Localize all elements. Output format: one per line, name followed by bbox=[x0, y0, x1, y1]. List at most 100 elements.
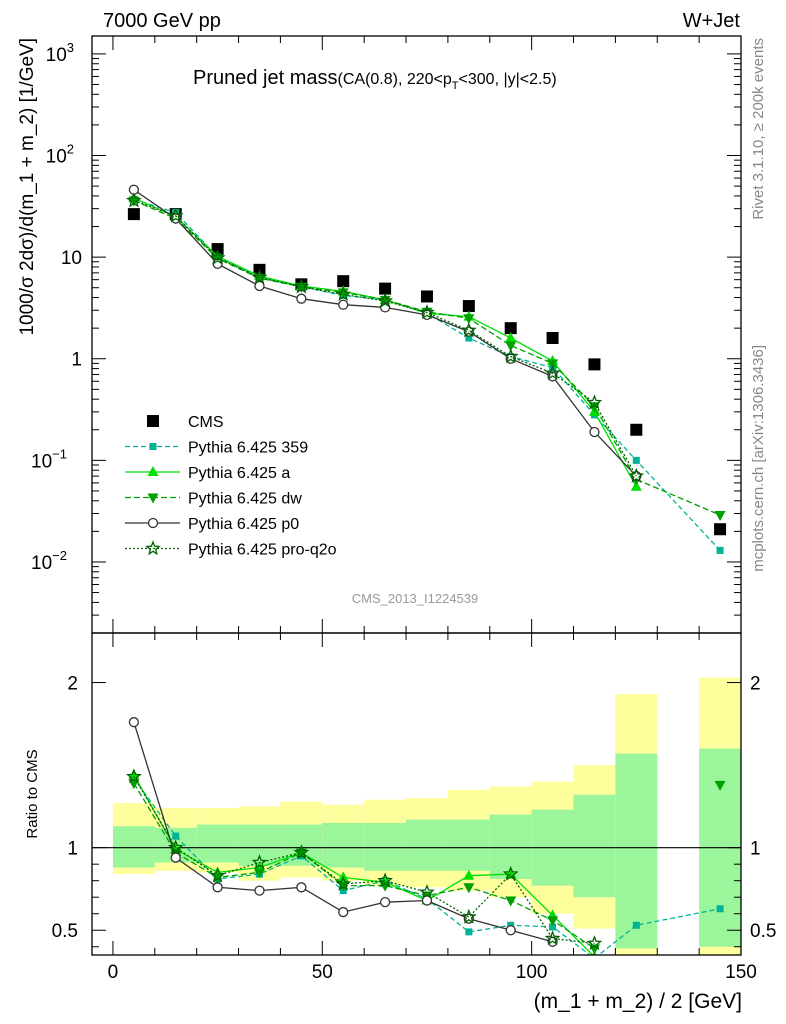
data-point bbox=[505, 341, 517, 352]
series-pythia-6-425-p0 bbox=[128, 184, 642, 482]
data-point bbox=[462, 300, 475, 313]
legend-marker bbox=[147, 493, 159, 504]
ratio-point bbox=[544, 930, 561, 946]
ratio-point bbox=[293, 844, 310, 860]
data-point bbox=[504, 322, 517, 335]
ratio-point bbox=[167, 839, 184, 855]
data-point bbox=[420, 290, 433, 303]
data-point bbox=[502, 348, 519, 364]
legend-marker bbox=[147, 466, 159, 476]
y-tick-label: 103 bbox=[46, 40, 74, 66]
x-tick-label: 0 bbox=[108, 962, 119, 983]
ratio-point bbox=[505, 896, 517, 907]
legend-marker bbox=[149, 443, 157, 450]
ratio-point bbox=[338, 906, 349, 918]
ratio-point bbox=[502, 865, 519, 881]
ratio-point bbox=[172, 832, 180, 840]
data-point bbox=[128, 196, 140, 207]
ratio-y-tick-label: 0.5 bbox=[52, 921, 78, 942]
legend-label: CMS bbox=[188, 414, 224, 431]
uncertainty-band-inner bbox=[196, 824, 239, 863]
ratio-point bbox=[714, 780, 726, 791]
data-point bbox=[254, 280, 265, 292]
process-label: W+Jet bbox=[683, 10, 741, 32]
ratio-point bbox=[549, 923, 557, 931]
data-point bbox=[546, 331, 559, 344]
plot-title-sub-T: T bbox=[452, 80, 459, 92]
main-plot-panel: 10−2 10−1 1 10 102 103 bbox=[31, 35, 742, 634]
ratio-ylabel: Ratio to CMS bbox=[24, 749, 41, 838]
energy-label: 7000 GeV pp bbox=[103, 10, 221, 32]
data-point bbox=[337, 275, 350, 288]
legend-item: Pythia 6.425 pro-q2o bbox=[125, 540, 337, 559]
ratio-plot-frame bbox=[91, 632, 742, 956]
ratio-point bbox=[716, 905, 724, 913]
legend-marker bbox=[147, 517, 159, 529]
uncertainty-band-inner bbox=[364, 822, 407, 871]
data-point bbox=[209, 249, 226, 265]
data-point bbox=[251, 269, 268, 285]
ratio-point bbox=[505, 925, 516, 936]
legend-label: Pythia 6.425 pro-q2o bbox=[188, 542, 337, 559]
ratio-point bbox=[335, 875, 352, 891]
uncertainty-band-inner bbox=[447, 819, 490, 871]
ratio-line bbox=[133, 777, 721, 955]
uncertainty-band-inner bbox=[322, 822, 365, 868]
data-point bbox=[589, 426, 600, 438]
data-point bbox=[714, 510, 726, 521]
ratio-point bbox=[128, 717, 140, 728]
legend: CMS Pythia 6.425 359 Pythia 6.425 a Pythia … bbox=[125, 414, 337, 559]
ratio-point bbox=[296, 882, 307, 893]
ratio-point bbox=[590, 954, 598, 955]
ratio-point bbox=[212, 882, 223, 893]
legend-item: Pythia 6.425 p0 bbox=[125, 516, 299, 533]
series-line bbox=[133, 198, 721, 551]
legend-label: Pythia 6.425 359 bbox=[188, 440, 308, 457]
data-point bbox=[337, 288, 349, 299]
uncertainty-band-inner bbox=[406, 819, 448, 871]
ratio-point bbox=[379, 897, 391, 908]
data-point bbox=[335, 286, 352, 302]
data-point bbox=[505, 331, 517, 342]
y-tick-label: 1 bbox=[71, 350, 82, 371]
ratio-plot-panel: 0.5 0.5 1 1 2 2 0 50 100 150 bbox=[52, 632, 776, 983]
x-axis-label: (m_1 + m_2) / 2 [GeV] bbox=[534, 990, 742, 1013]
ratio-point bbox=[632, 921, 640, 929]
top-ylabel: 1000/σ 2dσ)/d(m_1 + m_2) [1/GeV] bbox=[17, 38, 38, 336]
data-point bbox=[716, 546, 724, 554]
ratio-series-pythia-6-425-pro-q2o bbox=[125, 768, 603, 951]
series-line bbox=[133, 200, 721, 516]
data-point bbox=[419, 304, 435, 320]
data-point bbox=[293, 278, 310, 294]
ratio-point bbox=[460, 908, 477, 924]
analysis-id: CMS_2013_I1224539 bbox=[352, 591, 479, 606]
y-tick-label: 10−2 bbox=[31, 548, 67, 574]
rivet-version-label: Rivet 3.1.10, ≥ 200k events bbox=[750, 38, 767, 220]
ratio-y-tick-label-right: 0.5 bbox=[750, 921, 776, 942]
data-point bbox=[588, 358, 601, 371]
data-point bbox=[127, 208, 140, 221]
ratio-line bbox=[133, 774, 594, 955]
mcplots-label: mcplots.cern.ch [arXiv:1306.3436] bbox=[750, 345, 767, 572]
data-point bbox=[630, 480, 642, 491]
ratio-point bbox=[128, 769, 140, 780]
ratio-point bbox=[419, 884, 435, 899]
uncertainty-band-inner bbox=[573, 794, 616, 898]
ratio-point bbox=[295, 848, 307, 859]
legend-item: CMS bbox=[147, 414, 224, 431]
data-point bbox=[338, 299, 349, 310]
ratio-point bbox=[465, 928, 473, 936]
ratio-series-pythia-6-425-p0 bbox=[128, 717, 558, 947]
ratio-y-tick-label-right: 1 bbox=[750, 839, 761, 860]
ratio-y-tick-label-right: 2 bbox=[750, 674, 761, 695]
plot-title-sub-post: <300, |y|<2.5) bbox=[459, 71, 557, 88]
data-point bbox=[465, 334, 473, 342]
x-tick-label: 50 bbox=[312, 962, 333, 983]
x-tick-label: 100 bbox=[516, 962, 548, 983]
ratio-y-tick-label: 1 bbox=[67, 839, 78, 860]
data-point bbox=[379, 282, 392, 295]
data-point bbox=[714, 523, 727, 536]
data-point bbox=[296, 293, 307, 304]
data-point bbox=[632, 456, 640, 464]
